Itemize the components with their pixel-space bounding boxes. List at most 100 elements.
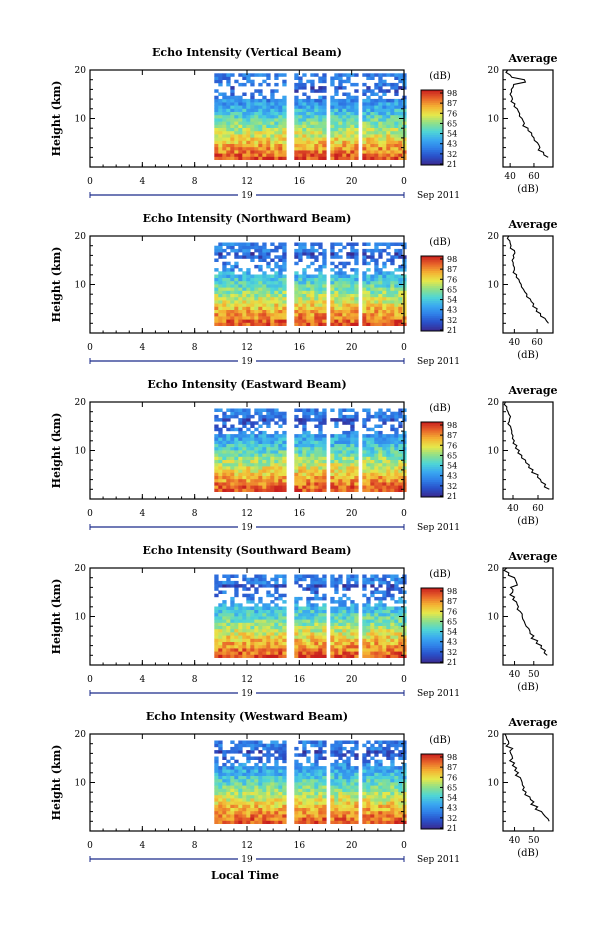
colorbar-segment	[421, 282, 443, 285]
heatmap-cell	[294, 156, 299, 160]
heatmap-cell	[214, 418, 219, 422]
heatmap-cell	[254, 98, 259, 103]
heatmap-cell	[378, 322, 383, 326]
heatmap-cell	[234, 440, 239, 444]
heatmap-cell	[390, 644, 395, 649]
heatmap-cell	[230, 485, 235, 489]
heatmap-cell	[242, 290, 247, 294]
heatmap-cell	[330, 102, 335, 106]
heatmap-cell	[262, 574, 267, 578]
heatmap-cell	[390, 584, 395, 588]
heatmap-cell	[242, 622, 247, 626]
heatmap-cell	[398, 587, 403, 591]
heatmap-cell	[382, 414, 387, 419]
heatmap-cell	[382, 248, 387, 253]
heatmap-cell	[346, 619, 351, 623]
heatmap-cell	[230, 92, 235, 96]
heatmap-cell	[374, 472, 379, 476]
heatmap-cell	[234, 312, 239, 317]
heatmap-cell	[354, 616, 359, 620]
heatmap-cell	[230, 290, 235, 294]
heatmap-cell	[346, 111, 351, 116]
heatmap-cell	[314, 459, 319, 464]
colorbar-unit: (dB)	[429, 71, 451, 82]
heatmap-cell	[262, 287, 267, 291]
heatmap-cell	[234, 293, 239, 298]
heatmap-cell	[238, 124, 243, 128]
heatmap-cell	[250, 274, 255, 278]
heatmap-cell	[254, 644, 259, 649]
heatmap-cell	[222, 121, 227, 125]
heatmap-cell	[398, 255, 403, 259]
heatmap-cell	[262, 118, 267, 122]
heatmap-cell	[262, 242, 267, 246]
heatmap-cell	[374, 290, 379, 294]
heatmap-cell	[378, 287, 383, 291]
heatmap-cell	[230, 322, 235, 326]
heatmap-cell	[226, 427, 231, 432]
heatmap-cell	[226, 648, 231, 652]
heatmap-cell	[250, 300, 255, 304]
colorbar-segment	[421, 120, 443, 123]
heatmap-cell	[246, 76, 251, 80]
heatmap-cell	[230, 130, 235, 135]
heatmap-cell	[386, 434, 391, 438]
heatmap-cell	[282, 593, 287, 598]
heatmap-cell	[242, 791, 247, 796]
heatmap-cell	[262, 635, 267, 639]
heatmap-cell	[334, 309, 339, 314]
heatmap-cell	[370, 590, 375, 594]
heatmap-cell	[250, 596, 255, 601]
heatmap-cell	[390, 102, 395, 106]
heatmap-cell	[242, 98, 247, 103]
heatmap-cell	[294, 408, 299, 412]
heatmap-cell	[310, 622, 315, 626]
heatmap-cell	[322, 248, 327, 253]
heatmap-cell	[378, 242, 383, 246]
heatmap-cell	[214, 252, 219, 256]
heatmap-cell	[230, 242, 235, 246]
colorbar-tick-label: 76	[447, 607, 457, 616]
heatmap-cell	[354, 102, 359, 106]
heatmap-cell	[394, 580, 399, 585]
heatmap-cell	[330, 255, 335, 259]
heatmap-cell	[398, 309, 403, 314]
heatmap-cell	[346, 651, 351, 655]
heatmap-cell	[250, 472, 255, 476]
heatmap-cell	[366, 287, 371, 291]
heatmap-cell	[370, 118, 375, 122]
heatmap-cell	[350, 319, 355, 323]
heatmap-cell	[270, 746, 275, 751]
heatmap-cell	[354, 82, 359, 87]
heatmap-cell	[230, 446, 235, 451]
heatmap-cell	[282, 466, 287, 470]
heatmap-cell	[226, 79, 231, 84]
heatmap-cell	[230, 622, 235, 626]
heatmap-cell	[266, 775, 271, 780]
heatmap-cell	[334, 641, 339, 646]
heatmap-cell	[354, 488, 359, 492]
colorbar-segment	[421, 422, 443, 425]
heatmap-cell	[398, 153, 403, 157]
heatmap-cell	[334, 114, 339, 119]
heatmap-cell	[338, 306, 343, 310]
avg-y-tick-label: 10	[488, 613, 500, 623]
heatmap-cell	[294, 580, 299, 585]
heatmap-cell	[378, 651, 383, 655]
heatmap-cell	[262, 408, 267, 412]
heatmap-cell	[350, 245, 355, 250]
heatmap-cell	[342, 303, 347, 307]
heatmap-cell	[282, 456, 287, 460]
heatmap-cell	[378, 443, 383, 448]
heatmap-cell	[342, 478, 347, 483]
heatmap-cell	[270, 632, 275, 636]
heatmap-cell	[330, 108, 335, 112]
heatmap-cell	[310, 82, 315, 87]
heatmap-cell	[238, 255, 243, 259]
heatmap-cell	[386, 312, 391, 317]
heatmap-cell	[338, 488, 343, 492]
heatmap-cell	[234, 264, 239, 269]
colorbar-segment	[421, 95, 443, 98]
heatmap-cell	[310, 644, 315, 649]
heatmap-cell	[390, 462, 395, 467]
